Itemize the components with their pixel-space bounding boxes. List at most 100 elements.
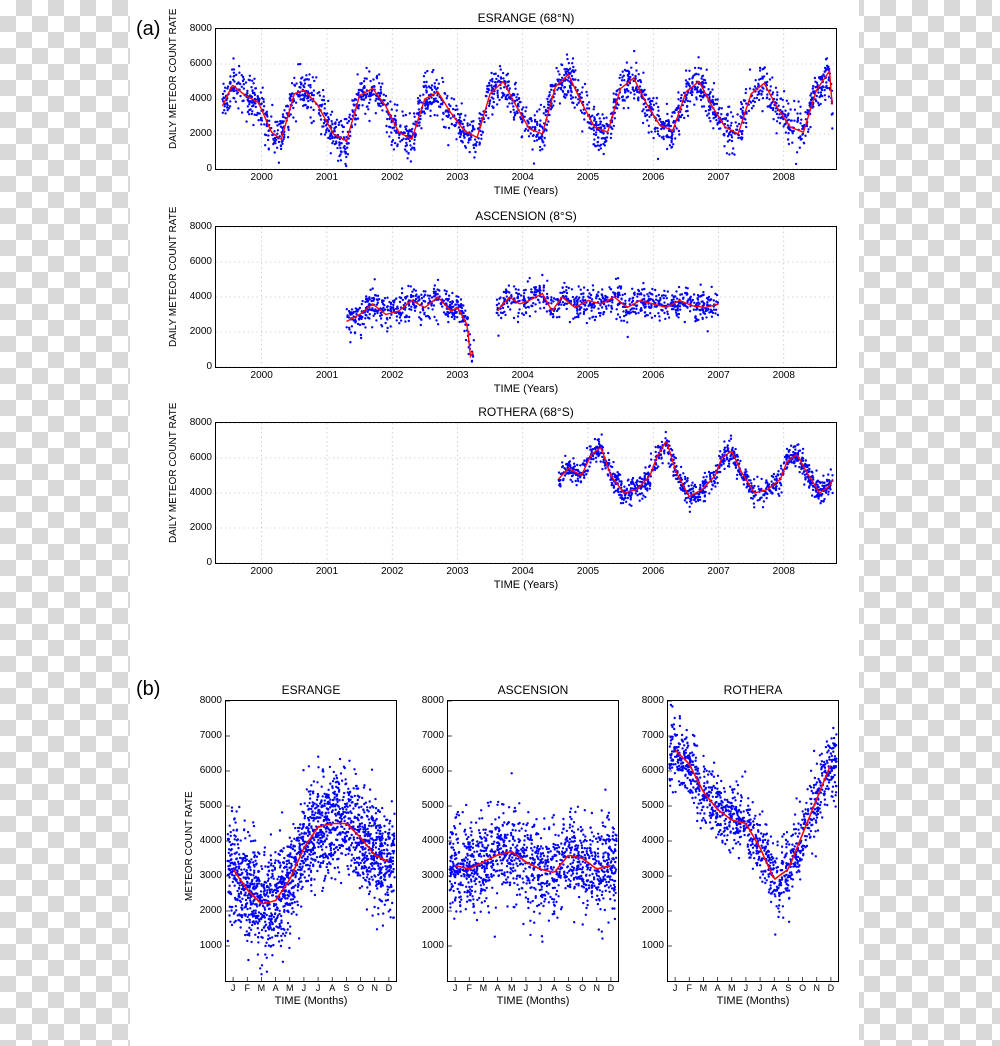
y-tick-label: 5000 — [414, 800, 444, 811]
plot-title: ROTHERA (68°S) — [216, 405, 836, 419]
x-axis-label: TIME (Years) — [216, 579, 836, 591]
y-tick-label: 4000 — [414, 835, 444, 846]
y-tick-label: 2000 — [192, 905, 222, 916]
y-tick-label: 5000 — [634, 800, 664, 811]
x-tick-label: M — [478, 983, 488, 993]
plot-title: ASCENSION — [448, 683, 618, 697]
x-tick-label: 2005 — [570, 566, 606, 577]
y-axis-label: DAILY METEOR COUNT RATE — [168, 247, 179, 347]
x-tick-label: M — [727, 983, 737, 993]
x-tick-label: J — [450, 983, 460, 993]
x-tick-label: J — [521, 983, 531, 993]
y-tick-label: 8000 — [634, 695, 664, 706]
x-axis-label: TIME (Years) — [216, 383, 836, 395]
x-tick-label: N — [370, 983, 380, 993]
x-tick-label: S — [783, 983, 793, 993]
x-tick-label: S — [341, 983, 351, 993]
x-tick-label: J — [755, 983, 765, 993]
y-tick-label: 3000 — [414, 870, 444, 881]
x-tick-label: 2000 — [244, 566, 280, 577]
x-tick-label: 2005 — [570, 172, 606, 183]
x-tick-label: A — [327, 983, 337, 993]
x-tick-label: 2000 — [244, 370, 280, 381]
y-tick-label: 1000 — [414, 940, 444, 951]
x-tick-label: 2004 — [505, 370, 541, 381]
y-axis-label: METEOR COUNT RATE — [184, 791, 195, 901]
x-tick-label: 2004 — [505, 566, 541, 577]
y-tick-label: 6000 — [192, 765, 222, 776]
x-tick-label: J — [313, 983, 323, 993]
x-tick-label: 2001 — [309, 370, 345, 381]
x-axis-label: TIME (Years) — [216, 185, 836, 197]
x-tick-label: O — [798, 983, 808, 993]
x-tick-label: 2006 — [635, 370, 671, 381]
x-tick-label: A — [713, 983, 723, 993]
x-tick-label: D — [384, 983, 394, 993]
x-tick-label: J — [741, 983, 751, 993]
plot-title: ASCENSION (8°S) — [216, 209, 836, 223]
x-tick-label: S — [563, 983, 573, 993]
x-tick-label: O — [578, 983, 588, 993]
plot-title: ESRANGE (68°N) — [216, 11, 836, 25]
plot-title: ROTHERA — [668, 683, 838, 697]
page: (a) (b) ESRANGE (68°N) 02000400060008000… — [0, 0, 1000, 1046]
x-tick-label: A — [493, 983, 503, 993]
x-tick-label: J — [670, 983, 680, 993]
y-tick-label: 7000 — [414, 730, 444, 741]
y-tick-label: 2000 — [414, 905, 444, 916]
x-tick-label: 2006 — [635, 566, 671, 577]
y-axis-label: DAILY METEOR COUNT RATE — [168, 443, 179, 543]
y-tick-label: 8000 — [414, 695, 444, 706]
x-axis-label: TIME (Months) — [668, 995, 838, 1007]
x-tick-label: N — [812, 983, 822, 993]
x-tick-label: 2003 — [439, 172, 475, 183]
y-tick-label: 7000 — [192, 730, 222, 741]
y-axis-label: DAILY METEOR COUNT RATE — [168, 49, 179, 149]
x-tick-label: 2008 — [766, 566, 802, 577]
plot-a-ascension: ASCENSION (8°S) 020004000600080002000200… — [215, 226, 837, 368]
x-tick-label: 2002 — [374, 172, 410, 183]
y-tick-label: 6000 — [634, 765, 664, 776]
x-tick-label: A — [769, 983, 779, 993]
y-tick-label: 1000 — [634, 940, 664, 951]
x-tick-label: M — [285, 983, 295, 993]
x-tick-label: F — [242, 983, 252, 993]
x-tick-label: N — [592, 983, 602, 993]
x-tick-label: J — [228, 983, 238, 993]
plot-b-ascension: ASCENSION 100020003000400050006000700080… — [447, 700, 619, 982]
x-tick-label: D — [826, 983, 836, 993]
x-tick-label: 2001 — [309, 566, 345, 577]
y-tick-label: 3000 — [634, 870, 664, 881]
x-tick-label: 2007 — [701, 172, 737, 183]
plot-a-esrange: ESRANGE (68°N) 0200040006000800020002001… — [215, 28, 837, 170]
section-label-b: (b) — [136, 678, 160, 701]
x-tick-label: M — [507, 983, 517, 993]
x-tick-label: 2008 — [766, 172, 802, 183]
x-tick-label: 2002 — [374, 370, 410, 381]
plot-b-rothera: ROTHERA 10002000300040005000600070008000… — [667, 700, 839, 982]
x-tick-label: A — [549, 983, 559, 993]
y-tick-label: 4000 — [192, 835, 222, 846]
x-tick-label: F — [464, 983, 474, 993]
y-tick-label: 5000 — [192, 800, 222, 811]
y-tick-label: 0 — [172, 163, 212, 174]
x-tick-label: 2006 — [635, 172, 671, 183]
plot-b-esrange: ESRANGE 10002000300040005000600070008000… — [225, 700, 397, 982]
x-tick-label: J — [535, 983, 545, 993]
x-tick-label: M — [698, 983, 708, 993]
section-label-a: (a) — [136, 18, 160, 41]
x-tick-label: 2000 — [244, 172, 280, 183]
x-tick-label: 2003 — [439, 566, 475, 577]
x-axis-label: TIME (Months) — [448, 995, 618, 1007]
x-axis-label: TIME (Months) — [226, 995, 396, 1007]
x-tick-label: 2003 — [439, 370, 475, 381]
x-tick-label: O — [356, 983, 366, 993]
x-tick-label: M — [256, 983, 266, 993]
x-tick-label: A — [271, 983, 281, 993]
y-tick-label: 2000 — [634, 905, 664, 916]
y-tick-label: 8000 — [192, 695, 222, 706]
y-tick-label: 6000 — [414, 765, 444, 776]
y-tick-label: 1000 — [192, 940, 222, 951]
y-tick-label: 0 — [172, 361, 212, 372]
x-tick-label: D — [606, 983, 616, 993]
